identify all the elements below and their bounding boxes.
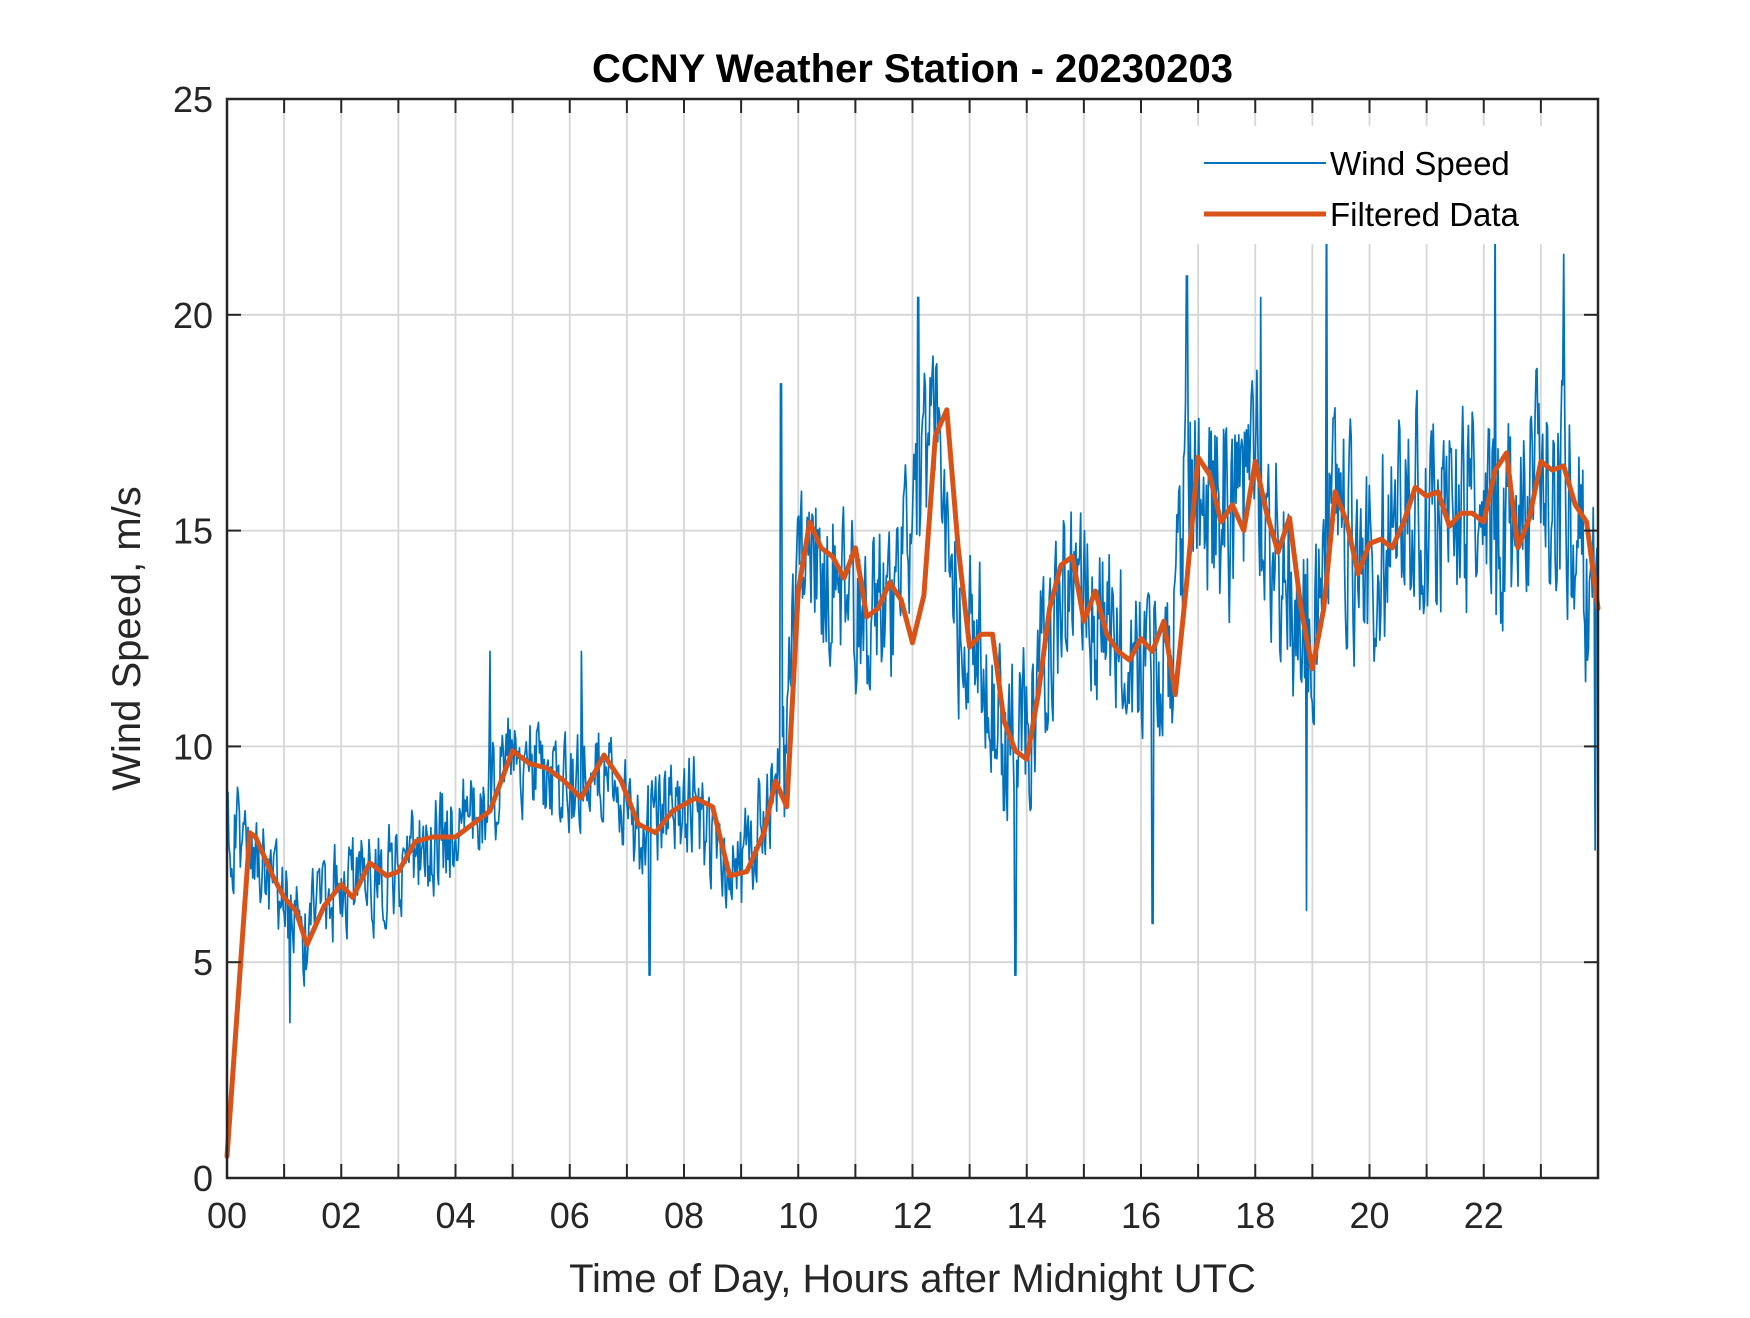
x-tick-label: 02 bbox=[321, 1195, 361, 1236]
legend-label-filtered-data: Filtered Data bbox=[1330, 196, 1520, 233]
x-tick-label: 18 bbox=[1235, 1195, 1275, 1236]
legend: Wind Speed Filtered Data bbox=[1190, 126, 1590, 244]
x-tick-label: 08 bbox=[664, 1195, 704, 1236]
y-tick-label: 10 bbox=[173, 726, 213, 767]
y-tick-label: 15 bbox=[173, 511, 213, 552]
x-axis-label: Time of Day, Hours after Midnight UTC bbox=[569, 1257, 1256, 1301]
y-tick-label: 20 bbox=[173, 295, 213, 336]
plot-series bbox=[224, 145, 1601, 1159]
x-tick-label: 20 bbox=[1349, 1195, 1389, 1236]
x-tick-label: 12 bbox=[892, 1195, 932, 1236]
y-tick-label: 5 bbox=[193, 942, 213, 983]
axis-ticks: 00 02 04 06 08 10 12 14 16 18 20 22 0 5 10 15 20 25 bbox=[173, 79, 1599, 1236]
x-tick-label: 00 bbox=[207, 1195, 247, 1236]
series-line-filtered-data bbox=[224, 407, 1601, 1159]
y-tick-label: 25 bbox=[173, 79, 213, 120]
x-tick-label: 16 bbox=[1121, 1195, 1161, 1236]
x-tick-label: 10 bbox=[778, 1195, 818, 1236]
x-tick-label: 22 bbox=[1464, 1195, 1504, 1236]
x-tick-label: 06 bbox=[550, 1195, 590, 1236]
y-tick-label: 0 bbox=[193, 1158, 213, 1199]
y-axis-label: Wind Speed, m/s bbox=[105, 486, 149, 791]
x-tick-label: 14 bbox=[1007, 1195, 1047, 1236]
chart-title: CCNY Weather Station - 20230203 bbox=[592, 47, 1233, 91]
x-tick-label: 04 bbox=[435, 1195, 475, 1236]
legend-box bbox=[1190, 126, 1590, 244]
legend-label-wind-speed: Wind Speed bbox=[1330, 145, 1510, 182]
